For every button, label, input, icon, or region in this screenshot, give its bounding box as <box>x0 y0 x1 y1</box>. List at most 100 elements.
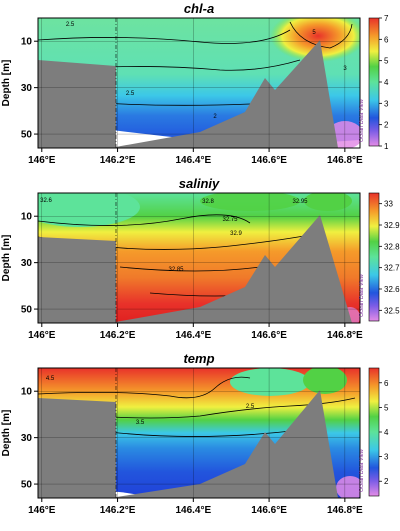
colorbar-tick-label: 33 <box>384 200 393 209</box>
y-axis-label: Depth [m] <box>1 235 12 282</box>
x-tick-label: 146.4°E <box>175 155 211 166</box>
x-tick-label: 146°E <box>28 330 56 341</box>
fresh-patch <box>304 193 352 211</box>
contour-labels: 2.5 2.5 2 5 3 <box>66 22 348 120</box>
x-tick-label: 146.8°E <box>327 330 363 341</box>
colorbar <box>368 17 380 147</box>
x-ticks: 146°E 146.2°E 146.4°E 146.6°E 146.8°E <box>28 148 363 166</box>
x-tick-label: 146.8°E <box>327 505 363 516</box>
chart-panel-salinity: saliniy 32.6 32.8 32.75 32.85 32.9 32.95 Dept… <box>0 175 400 351</box>
contour-line <box>109 429 301 437</box>
y-tick-label: 30 <box>21 258 33 269</box>
colorbar-ticks: 6 5 4 3 2 <box>379 379 389 486</box>
hotspot-high <box>270 18 360 62</box>
fresh-patch <box>38 193 140 227</box>
bathymetry-mask <box>110 390 338 498</box>
field-area <box>38 18 360 148</box>
watermark: Ocean Data View <box>359 449 365 492</box>
gridlines <box>38 18 360 148</box>
contour-labels: 4.5 3.5 2.5 <box>46 376 255 426</box>
x-tick-label: 146°E <box>28 505 56 516</box>
colorbar-tick-label: 32.6 <box>384 285 400 294</box>
x-ticks: 146°E 146.2°E 146.4°E 146.6°E 146.8°E <box>28 323 363 341</box>
colorbar-tick-label: 32.7 <box>384 264 400 273</box>
contour-label: 3.5 <box>136 420 145 426</box>
watermark: Ocean Data View <box>359 99 365 142</box>
colorbar-tick-label: 2 <box>384 477 389 486</box>
bathymetry-mask <box>38 398 116 498</box>
y-tick-label: 10 <box>21 387 33 398</box>
low-patch <box>336 476 360 498</box>
x-tick-label: 146°E <box>28 155 56 166</box>
contour-label: 4.5 <box>46 376 55 382</box>
colorbar-ticks: 7 6 5 4 3 2 1 <box>379 14 389 151</box>
colorbar-tick-label: 3 <box>384 99 389 108</box>
field-area <box>38 193 360 323</box>
chart-title: saliniy <box>179 176 220 191</box>
cool-patch <box>230 368 310 396</box>
x-ticks: 146°E 146.2°E 146.4°E 146.6°E 146.8°E <box>28 498 363 516</box>
colorbar-tick-label: 32.8 <box>384 242 400 251</box>
contour-labels: 32.6 32.8 32.75 32.85 32.9 32.95 <box>40 198 308 273</box>
contour-label: 2.5 <box>66 22 75 28</box>
y-ticks: 10 30 50 <box>21 37 38 141</box>
bathymetry-mask <box>110 215 352 323</box>
contour-label: 2.5 <box>126 91 135 97</box>
bathymetry-mask <box>38 237 116 323</box>
y-ticks: 10 30 50 <box>21 387 38 491</box>
colorbar-tick-label: 1 <box>384 142 389 151</box>
contour-label: 32.6 <box>40 198 52 204</box>
contour-label: 32.75 <box>222 217 238 223</box>
colorbar-tick-label: 2 <box>384 121 389 130</box>
colorbar-tick-label: 3 <box>384 453 389 462</box>
x-tick-label: 146.2°E <box>100 505 136 516</box>
contour-label: 32.95 <box>292 199 308 205</box>
x-tick-label: 146.6°E <box>251 505 287 516</box>
colorbar <box>368 367 380 497</box>
colorbar-ticks: 33 32.9 32.8 32.7 32.6 32.5 <box>379 200 400 315</box>
colorbar-tick-label: 5 <box>384 403 389 412</box>
contour-line <box>289 21 353 49</box>
plot-frame <box>37 192 361 324</box>
contour-line <box>119 266 261 272</box>
bathymetry-mask <box>110 40 338 148</box>
gridlines <box>38 368 360 498</box>
colorbar-tick-label: 7 <box>384 14 389 23</box>
contour-label: 32.85 <box>168 267 184 273</box>
y-tick-label: 30 <box>21 433 33 444</box>
colorbar-tick-label: 6 <box>384 379 389 388</box>
x-tick-label: 146.4°E <box>175 330 211 341</box>
contour-label: 5 <box>312 30 316 36</box>
y-tick-label: 50 <box>21 130 33 141</box>
chart-panel-chl-a: chl-a 2.5 2.5 2 5 3 Depth [m] 10 30 50 146°E 14… <box>0 0 400 176</box>
colorbar-tick-label: 32.9 <box>384 221 400 230</box>
x-tick-label: 146.2°E <box>100 330 136 341</box>
y-tick-label: 30 <box>21 83 33 94</box>
bathymetry-mask <box>38 60 116 148</box>
chart-title: temp <box>183 351 214 366</box>
watermark: Ocean Data View <box>359 274 365 317</box>
cool-patch <box>303 368 347 394</box>
chart-salinity: saliniy 32.6 32.8 32.75 32.85 32.9 32.95 Dept… <box>1 176 400 341</box>
contour-line <box>38 29 291 44</box>
contour-label: 3 <box>343 66 347 72</box>
colorbar-tick-label: 4 <box>384 78 389 87</box>
colorbar-tick-label: 32.5 <box>384 306 400 315</box>
field-area <box>38 368 360 498</box>
contour-label: 2 <box>213 114 217 120</box>
x-tick-label: 146.2°E <box>100 155 136 166</box>
y-tick-label: 50 <box>21 305 33 316</box>
x-tick-label: 146.4°E <box>175 505 211 516</box>
gridlines <box>38 193 360 323</box>
y-ticks: 10 30 50 <box>21 212 38 316</box>
chart-panel-temp: temp 4.5 3.5 2.5 Depth [m] 10 30 50 146°E 146… <box>0 350 400 526</box>
y-axis-label: Depth [m] <box>1 410 12 457</box>
x-tick-label: 146.6°E <box>251 155 287 166</box>
fresh-patch <box>200 193 300 211</box>
colorbar-tick-label: 5 <box>384 57 389 66</box>
y-tick-label: 50 <box>21 480 33 491</box>
chart-title: chl-a <box>184 1 214 16</box>
x-tick-label: 146.8°E <box>327 155 363 166</box>
